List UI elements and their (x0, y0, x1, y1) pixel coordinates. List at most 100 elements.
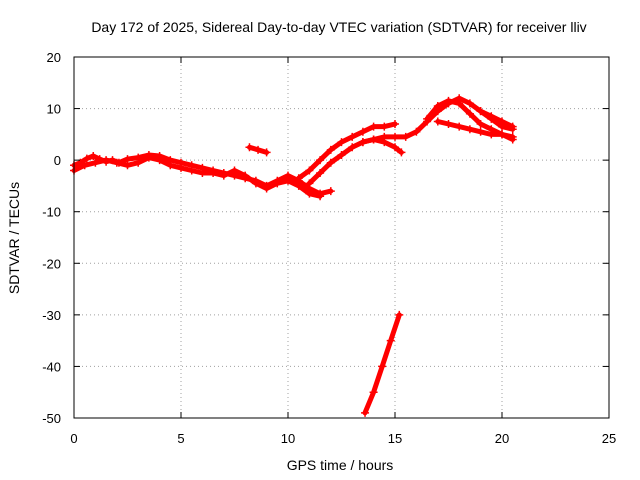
data-point (144, 153, 153, 162)
data-point (241, 171, 250, 180)
y-tick-label: 20 (47, 50, 61, 65)
series-track-2 (70, 153, 325, 201)
data-point (361, 408, 370, 417)
data-point (508, 122, 517, 131)
data-series (70, 94, 517, 417)
x-tick-label: 15 (388, 431, 402, 446)
data-point (326, 158, 335, 167)
data-point (166, 161, 175, 170)
series-track-3 (245, 143, 271, 157)
data-point (326, 187, 335, 196)
y-tick-label: -10 (42, 205, 61, 220)
data-point (487, 130, 496, 139)
data-point (198, 169, 207, 178)
data-point (358, 138, 367, 147)
data-point (80, 161, 89, 170)
data-point (444, 120, 453, 129)
data-point (487, 112, 496, 121)
y-tick-label: -50 (42, 411, 61, 426)
x-tick-labels: 0 5 10 15 20 25 (70, 431, 616, 446)
data-point (209, 169, 218, 178)
data-point (401, 132, 410, 141)
axis-ticks (73, 56, 610, 419)
data-point (395, 310, 404, 319)
data-point (294, 174, 303, 183)
data-point (177, 163, 185, 172)
data-point (305, 179, 314, 188)
data-point (423, 114, 432, 123)
x-axis-label: GPS time / hours (287, 457, 394, 473)
data-point (254, 145, 263, 154)
x-tick-label: 25 (602, 431, 616, 446)
data-point (380, 138, 389, 147)
y-tick-label: -40 (42, 359, 61, 374)
data-point (397, 148, 406, 157)
data-point (123, 161, 132, 170)
data-point (433, 117, 442, 126)
data-point (305, 166, 314, 175)
x-tick-label: 10 (281, 431, 295, 446)
data-point (102, 156, 111, 165)
data-point (112, 158, 121, 167)
y-tick-label: 10 (47, 102, 61, 117)
data-point (305, 189, 314, 198)
data-point (465, 125, 474, 134)
data-point (455, 122, 464, 131)
x-tick-label: 20 (495, 431, 509, 446)
data-point (380, 122, 389, 131)
data-point (82, 154, 91, 163)
data-point (348, 132, 357, 141)
data-point (91, 158, 100, 167)
data-point (358, 127, 367, 136)
series-track-10 (361, 310, 404, 417)
data-point (316, 169, 325, 178)
plot-frame (73, 56, 610, 419)
data-point (391, 120, 399, 129)
data-point (369, 122, 378, 131)
data-point (386, 336, 395, 345)
data-point (433, 101, 442, 110)
data-point (455, 99, 464, 108)
data-point (134, 158, 143, 167)
y-tick-label: -30 (42, 308, 61, 323)
data-point (316, 156, 325, 165)
data-point (251, 179, 260, 188)
data-point (465, 109, 474, 118)
series-track-9 (476, 107, 517, 131)
data-point (391, 132, 399, 141)
data-point (412, 127, 421, 136)
data-point (262, 184, 271, 193)
series-track-6 (358, 135, 406, 157)
data-point (444, 96, 453, 105)
x-tick-label: 0 (70, 431, 77, 446)
data-point (465, 99, 474, 108)
data-point (284, 176, 292, 185)
series-track-8 (433, 117, 517, 141)
series-track-5 (305, 94, 517, 188)
chart-title: Day 172 of 2025, Sidereal Day-to-day VTE… (91, 19, 586, 35)
series-track-4 (294, 120, 399, 183)
data-point (476, 107, 485, 116)
y-tick-labels: -50 -40 -30 -20 -10 0 10 20 (42, 50, 61, 426)
series-band (478, 108, 516, 130)
data-point (391, 143, 399, 152)
data-point (294, 181, 303, 190)
data-point (230, 166, 239, 175)
data-point (316, 192, 325, 201)
data-point (476, 120, 485, 129)
data-point (337, 138, 346, 147)
y-tick-label: 0 (54, 153, 61, 168)
data-point (369, 388, 378, 397)
data-point (369, 135, 378, 144)
data-point (476, 127, 485, 136)
data-point (155, 156, 164, 165)
data-point (273, 179, 282, 188)
data-point (378, 362, 387, 371)
data-point (245, 143, 254, 152)
data-point (498, 130, 506, 139)
data-point (326, 145, 335, 154)
y-tick-label: -20 (42, 256, 61, 271)
x-tick-label: 5 (177, 431, 184, 446)
data-point (89, 152, 98, 161)
data-point (262, 148, 271, 157)
